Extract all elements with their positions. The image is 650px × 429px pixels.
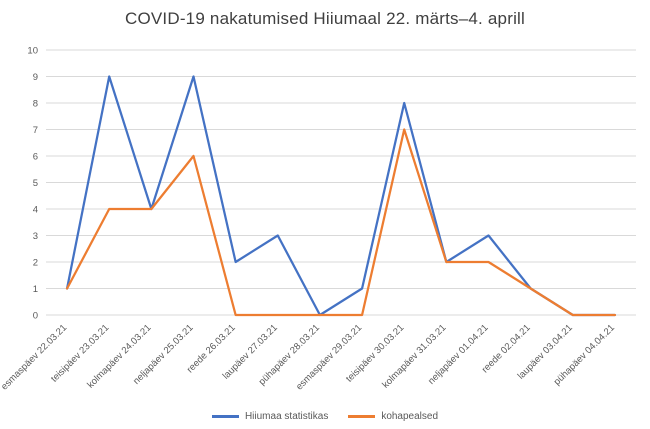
chart-title: COVID-19 nakatumised Hiiumaal 22. märts–… xyxy=(124,9,525,28)
y-tick-label: 2 xyxy=(33,258,38,269)
legend-line-swatch xyxy=(348,415,376,418)
y-tick-label: 5 xyxy=(33,178,38,189)
y-tick-label: 3 xyxy=(33,231,38,242)
legend-label: kohapealsed xyxy=(381,411,439,422)
legend-item-kohapealsed: kohapealsed xyxy=(348,411,438,422)
y-tick-label: 8 xyxy=(33,99,38,110)
y-tick-label: 4 xyxy=(33,205,38,216)
series-line-1 xyxy=(65,128,617,317)
y-tick-label: 9 xyxy=(33,72,38,83)
legend-line-swatch xyxy=(211,415,239,418)
y-tick-label: 0 xyxy=(33,311,38,322)
y-tick-label: 1 xyxy=(33,284,38,295)
y-tick-label: 7 xyxy=(33,125,38,136)
series-line-0 xyxy=(65,75,617,317)
y-tick-label: 10 xyxy=(27,46,38,57)
legend-label: Hiiumaa statistikas xyxy=(244,411,329,422)
legend-item-hiiumaa-statistikas: Hiiumaa statistikas xyxy=(211,411,329,422)
y-tick-label: 6 xyxy=(33,152,38,163)
chart-legend: Hiiumaa statistikas kohapealsed xyxy=(0,411,650,422)
